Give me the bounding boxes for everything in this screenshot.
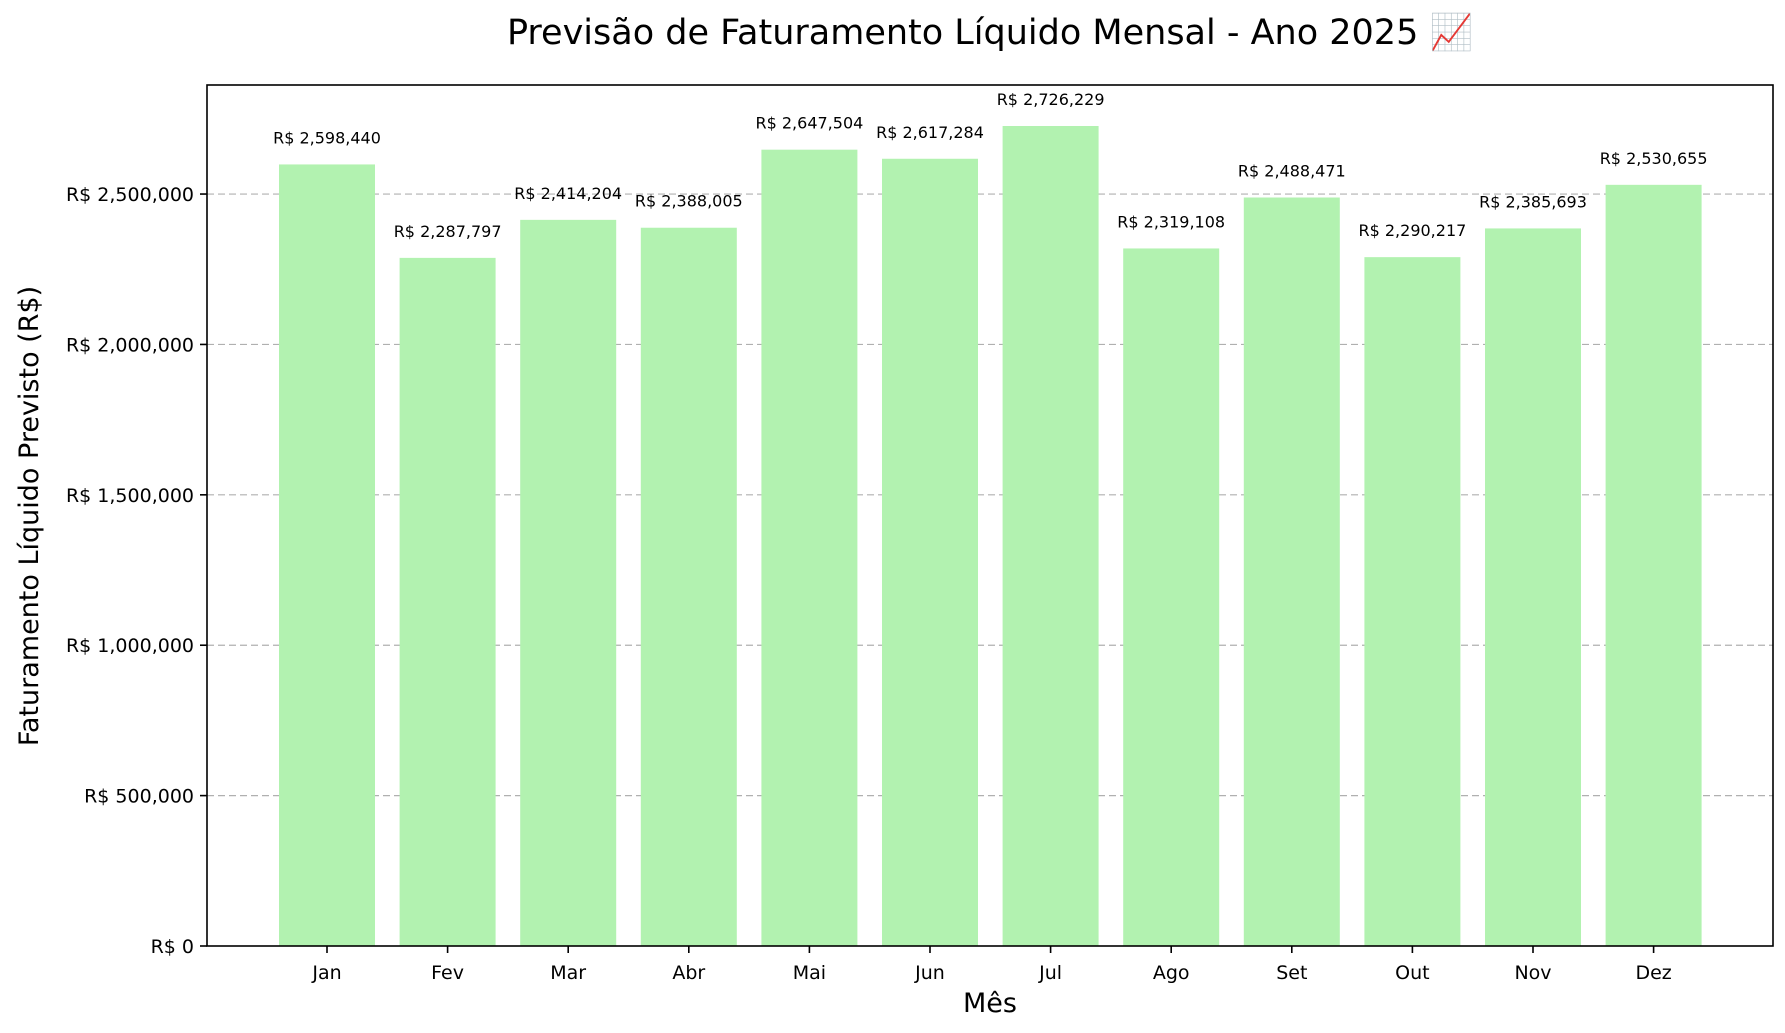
data-label-set: R$ 2,488,471 xyxy=(1238,162,1346,181)
bar-jan xyxy=(279,164,375,946)
bar-jun xyxy=(882,159,978,946)
data-label-abr: R$ 2,388,005 xyxy=(635,192,743,211)
data-labels: R$ 2,598,440 R$ 2,287,797 R$ 2,414,204 R$ 2… xyxy=(273,90,1707,241)
data-label-jan: R$ 2,598,440 xyxy=(273,128,381,147)
bar-abr xyxy=(641,228,737,946)
bar-mai xyxy=(761,150,857,946)
x-tick-label-ago: Ago xyxy=(1153,962,1190,984)
x-tick-label-mai: Mai xyxy=(793,962,826,984)
x-tick-label-abr: Abr xyxy=(672,962,705,984)
bar-fev xyxy=(400,258,496,946)
y-axis: R$ 0 R$ 500,000 R$ 1,000,000 R$ 1,500,000 R$… xyxy=(66,184,207,958)
data-label-dez: R$ 2,530,655 xyxy=(1600,149,1708,168)
x-tick-label-nov: Nov xyxy=(1514,962,1551,984)
data-label-out: R$ 2,290,217 xyxy=(1358,221,1466,240)
y-tick-label: R$ 0 xyxy=(151,936,194,958)
bar-set xyxy=(1244,198,1340,946)
x-axis-label: Mês xyxy=(963,988,1017,1019)
x-tick-label-jul: Jul xyxy=(1038,962,1062,984)
y-tick-label: R$ 1,000,000 xyxy=(66,635,194,657)
bar-jul xyxy=(1003,126,1099,946)
data-label-jul: R$ 2,726,229 xyxy=(997,90,1105,109)
x-tick-label-dez: Dez xyxy=(1635,962,1671,984)
data-label-nov: R$ 2,385,693 xyxy=(1479,192,1587,211)
data-label-fev: R$ 2,287,797 xyxy=(394,222,502,241)
x-tick-label-mar: Mar xyxy=(550,962,586,984)
x-tick-label-jan: Jan xyxy=(311,962,341,984)
bar-dez xyxy=(1606,185,1702,946)
x-tick-label-jun: Jun xyxy=(914,962,945,984)
data-label-jun: R$ 2,617,284 xyxy=(876,123,984,142)
y-tick-label: R$ 2,000,000 xyxy=(66,334,194,356)
data-label-mai: R$ 2,647,504 xyxy=(755,114,863,133)
x-tick-label-out: Out xyxy=(1395,962,1429,984)
x-axis: Jan Fev Mar Abr Mai Jun Jul Ago Set Out Nov Dez xyxy=(311,946,1671,984)
bar-nov xyxy=(1485,228,1581,946)
chart-title: Previsão de Faturamento Líquido Mensal -… xyxy=(507,12,1473,53)
bar-mar xyxy=(520,220,616,946)
y-tick-label: R$ 1,500,000 xyxy=(66,485,194,507)
y-tick-label: R$ 2,500,000 xyxy=(66,184,194,206)
data-label-ago: R$ 2,319,108 xyxy=(1117,212,1225,231)
bars xyxy=(279,126,1702,946)
x-tick-label-set: Set xyxy=(1276,962,1307,984)
bar-out xyxy=(1364,257,1460,946)
y-tick-label: R$ 500,000 xyxy=(84,786,194,808)
data-label-mar: R$ 2,414,204 xyxy=(514,184,622,203)
x-tick-label-fev: Fev xyxy=(431,962,464,984)
bar-ago xyxy=(1123,248,1219,946)
y-axis-label: Faturamento Líquido Previsto (R$) xyxy=(14,286,45,746)
